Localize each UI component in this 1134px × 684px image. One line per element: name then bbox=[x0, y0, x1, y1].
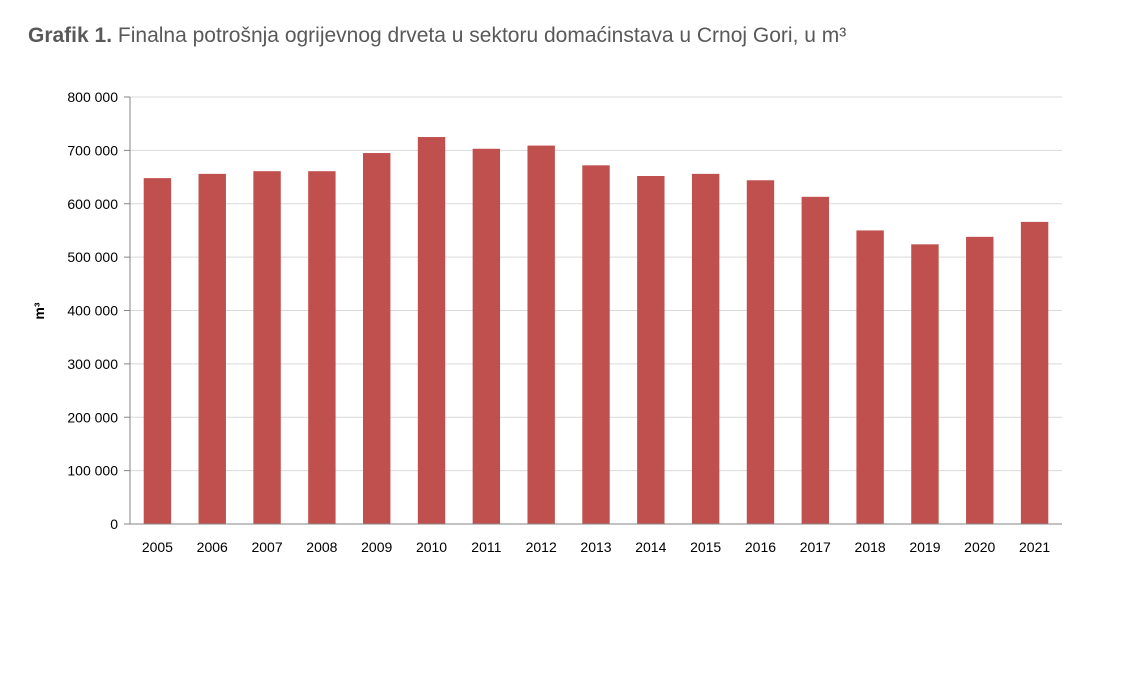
y-axis-label: m³ bbox=[31, 302, 47, 319]
x-tick-label: 2018 bbox=[855, 539, 886, 555]
bar bbox=[691, 173, 720, 525]
x-tick-label: 2019 bbox=[909, 539, 940, 555]
chart-title-text: Finalna potrošnja ogrijevnog drveta u se… bbox=[117, 24, 847, 47]
bar bbox=[527, 145, 555, 525]
y-tick-label: 600 000 bbox=[67, 196, 118, 212]
x-tick-label: 2005 bbox=[142, 539, 173, 555]
bar bbox=[746, 180, 775, 524]
x-tick-label: 2010 bbox=[416, 539, 447, 555]
x-tick-label: 2017 bbox=[800, 539, 831, 555]
x-tick-label: 2011 bbox=[471, 539, 501, 555]
x-tick-label: 2008 bbox=[306, 539, 337, 555]
bar bbox=[637, 175, 665, 524]
bar bbox=[472, 148, 501, 524]
bar bbox=[198, 173, 226, 525]
bar bbox=[1020, 221, 1049, 524]
x-tick-label: 2006 bbox=[197, 539, 228, 555]
y-tick-label: 300 000 bbox=[67, 356, 118, 372]
y-tick-labels: 0 100 000 200 000 300 000 400 000 500 000 600 … bbox=[67, 89, 118, 532]
y-tick-label: 800 000 bbox=[67, 89, 118, 105]
bar bbox=[253, 171, 281, 524]
bars bbox=[143, 137, 1049, 525]
x-tick-labels: 2005 2006 2007 2008 2009 2010 2011 2012 2013 2014… bbox=[142, 539, 1051, 555]
bar bbox=[308, 171, 336, 524]
x-tick-label: 2007 bbox=[251, 539, 282, 555]
bar bbox=[801, 196, 829, 524]
x-tick-label: 2016 bbox=[745, 539, 776, 555]
bar bbox=[417, 137, 446, 524]
y-tick-label: 400 000 bbox=[67, 303, 118, 319]
x-tick-label: 2009 bbox=[361, 539, 392, 555]
y-tick-label: 700 000 bbox=[67, 142, 118, 158]
y-tick-label: 100 000 bbox=[67, 463, 118, 479]
bar bbox=[966, 236, 994, 524]
x-tick-label: 2014 bbox=[635, 539, 666, 555]
y-tick-label: 0 bbox=[110, 516, 118, 532]
bar bbox=[582, 165, 610, 524]
bar bbox=[911, 244, 939, 524]
y-tick-label: 200 000 bbox=[67, 409, 118, 425]
axes bbox=[129, 97, 1062, 525]
x-tick-label: 2013 bbox=[580, 539, 611, 555]
x-tick-label: 2021 bbox=[1019, 539, 1050, 555]
bar bbox=[856, 230, 884, 524]
bar bbox=[363, 153, 391, 524]
x-tick-label: 2012 bbox=[526, 539, 557, 555]
bar bbox=[143, 178, 172, 524]
chart-title-lead: Grafik 1. bbox=[28, 24, 113, 47]
x-tick-label: 2015 bbox=[690, 539, 721, 555]
x-tick-label: 2020 bbox=[964, 539, 995, 555]
y-tick-label: 500 000 bbox=[67, 249, 118, 265]
chart-title: Grafik 1. Finalna potrošnja ogrijevnog d… bbox=[28, 24, 846, 48]
